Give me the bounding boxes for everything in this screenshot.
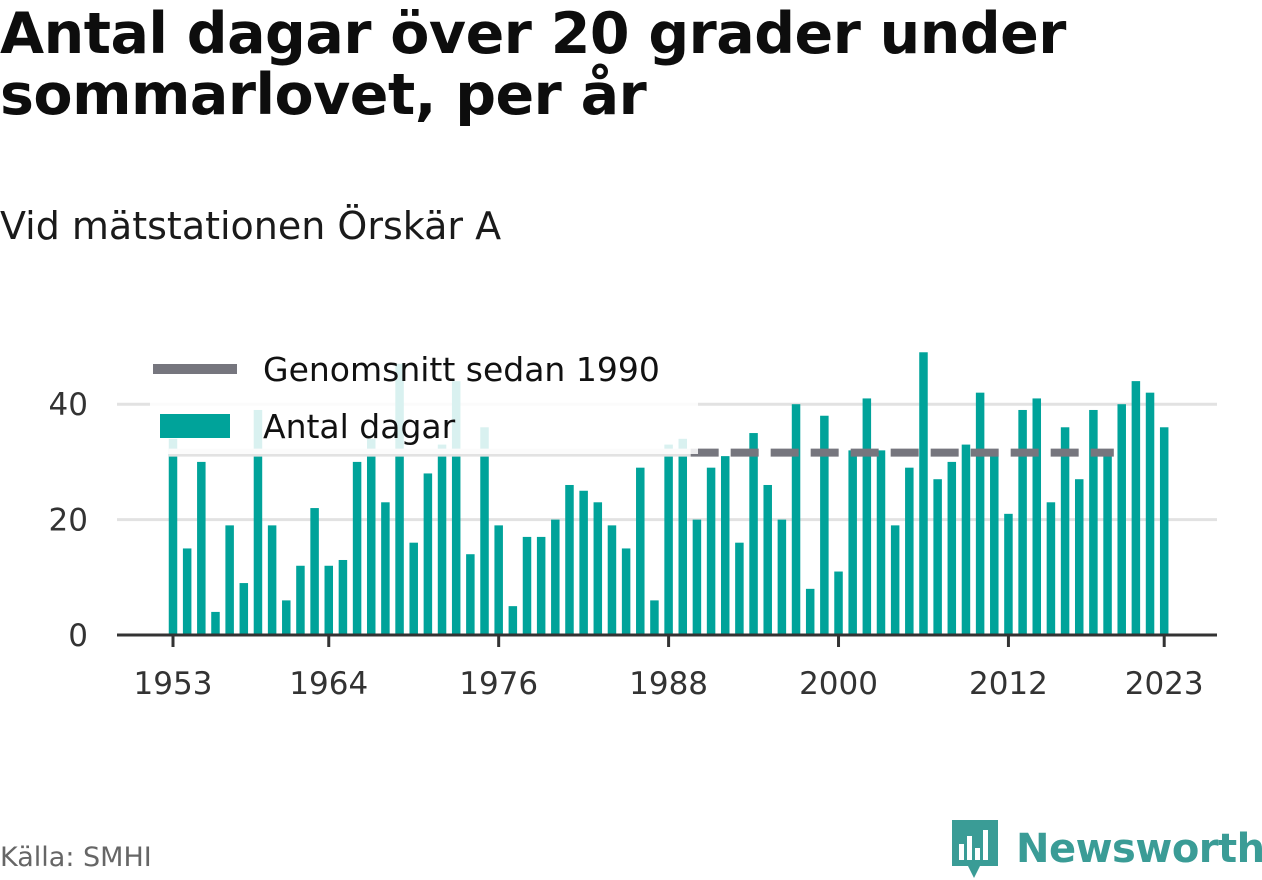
- bar-1998: [805, 588, 815, 635]
- bar-2003: [876, 450, 886, 635]
- y-tick-label: 20: [49, 503, 88, 539]
- bar-1972: [437, 444, 447, 635]
- bar-1990: [692, 519, 702, 635]
- bar-1989: [678, 438, 688, 635]
- bar-1968: [381, 502, 390, 635]
- legend-label: Antal dagar: [263, 407, 456, 446]
- bar-2011: [990, 456, 999, 635]
- bar-1979: [536, 536, 546, 635]
- bar-1965: [338, 559, 348, 635]
- bar-2010: [975, 392, 985, 635]
- source-note: Källa: SMHI: [0, 842, 152, 873]
- bar-1963: [310, 508, 319, 635]
- bar-1996: [777, 519, 787, 635]
- bar-1954: [182, 548, 192, 635]
- bar-2000: [834, 571, 843, 635]
- bar-chart-speech-bubble-icon: [952, 820, 998, 878]
- bar-1995: [763, 484, 772, 635]
- bar-1969: [395, 363, 404, 635]
- bar-1970: [409, 542, 418, 635]
- bar-2002: [862, 398, 872, 635]
- bar-1978: [522, 536, 532, 635]
- bar-1955: [197, 461, 206, 635]
- bar-2013: [1018, 409, 1027, 635]
- chart-subtitle: Vid mätstationen Örskär A: [0, 204, 502, 248]
- bar-1971: [423, 473, 433, 635]
- x-tick-label: 2000: [799, 666, 878, 702]
- bar-1992: [720, 456, 730, 635]
- bar-2015: [1046, 502, 1056, 635]
- y-tick-label: 40: [49, 387, 88, 423]
- legend-swatch-bars: [160, 414, 230, 438]
- x-tick-label: 1976: [459, 666, 538, 702]
- bar-1953: [168, 438, 178, 635]
- bar-1964: [324, 565, 334, 635]
- bar-1959: [253, 409, 263, 635]
- bar-1958: [239, 583, 249, 635]
- bar-2004: [890, 525, 900, 635]
- bar-1956: [211, 611, 220, 635]
- bar-1980: [551, 519, 560, 635]
- bar-2018: [1089, 409, 1098, 635]
- bar-2019: [1103, 450, 1112, 635]
- bar-1984: [607, 525, 617, 635]
- bar-1973: [451, 381, 461, 635]
- bar-1987: [650, 600, 659, 635]
- brand-logo-block: Newsworthy: [950, 818, 1262, 880]
- x-tick-label: 2012: [969, 666, 1048, 702]
- bar-2020: [1117, 404, 1126, 635]
- bar-2023: [1159, 427, 1169, 635]
- bar-1985: [621, 548, 631, 635]
- chart-title: Antal dagar över 20 grader under sommarl…: [0, 1, 1066, 128]
- x-tick-label: 2023: [1125, 666, 1204, 702]
- bar-2006: [919, 352, 928, 635]
- bar-1997: [791, 404, 801, 635]
- bar-2017: [1074, 479, 1084, 635]
- bar-2007: [933, 479, 942, 635]
- axes: 0 20 40 1953 1964 1976 1988 2000 2012 2023: [49, 387, 1217, 702]
- bar-1993: [735, 542, 744, 635]
- bar-1988: [664, 444, 673, 635]
- bar-2008: [947, 461, 957, 635]
- bar-1981: [565, 484, 574, 635]
- bar-2021: [1131, 381, 1141, 635]
- bar-2016: [1060, 427, 1070, 635]
- bar-1961: [282, 600, 291, 635]
- bar-2001: [848, 450, 857, 635]
- bar-2012: [1004, 513, 1013, 635]
- bar-1967: [366, 438, 376, 635]
- legend: Genomsnitt sedan 1990 Antal dagar: [150, 342, 698, 454]
- bar-1977: [508, 606, 518, 635]
- x-tick-label: 1953: [134, 666, 213, 702]
- legend-background: [150, 342, 698, 454]
- bar-1976: [494, 525, 503, 635]
- bar-1974: [466, 554, 475, 635]
- bar-1991: [706, 467, 716, 635]
- bar-2014: [1032, 398, 1042, 635]
- y-tick-label: 0: [68, 618, 88, 654]
- legend-label: Genomsnitt sedan 1990: [263, 350, 660, 389]
- bar-1966: [352, 461, 362, 635]
- bar-1982: [579, 490, 588, 635]
- bar-1983: [593, 502, 603, 635]
- bar-1975: [480, 427, 489, 635]
- bar-1960: [267, 525, 277, 635]
- brand-name: Newsworthy: [1016, 826, 1262, 872]
- x-tick-label: 1964: [289, 666, 368, 702]
- bar-2022: [1145, 392, 1155, 635]
- bar-1957: [225, 525, 234, 635]
- x-tick-label: 1988: [629, 666, 708, 702]
- bar-2005: [905, 467, 914, 635]
- bar-2009: [961, 444, 971, 635]
- bar-1994: [749, 433, 758, 635]
- bar-1986: [636, 467, 645, 635]
- bar-1999: [820, 415, 829, 635]
- legend-swatch-average: [153, 364, 237, 374]
- bar-1962: [296, 565, 305, 635]
- bars: [168, 352, 1169, 635]
